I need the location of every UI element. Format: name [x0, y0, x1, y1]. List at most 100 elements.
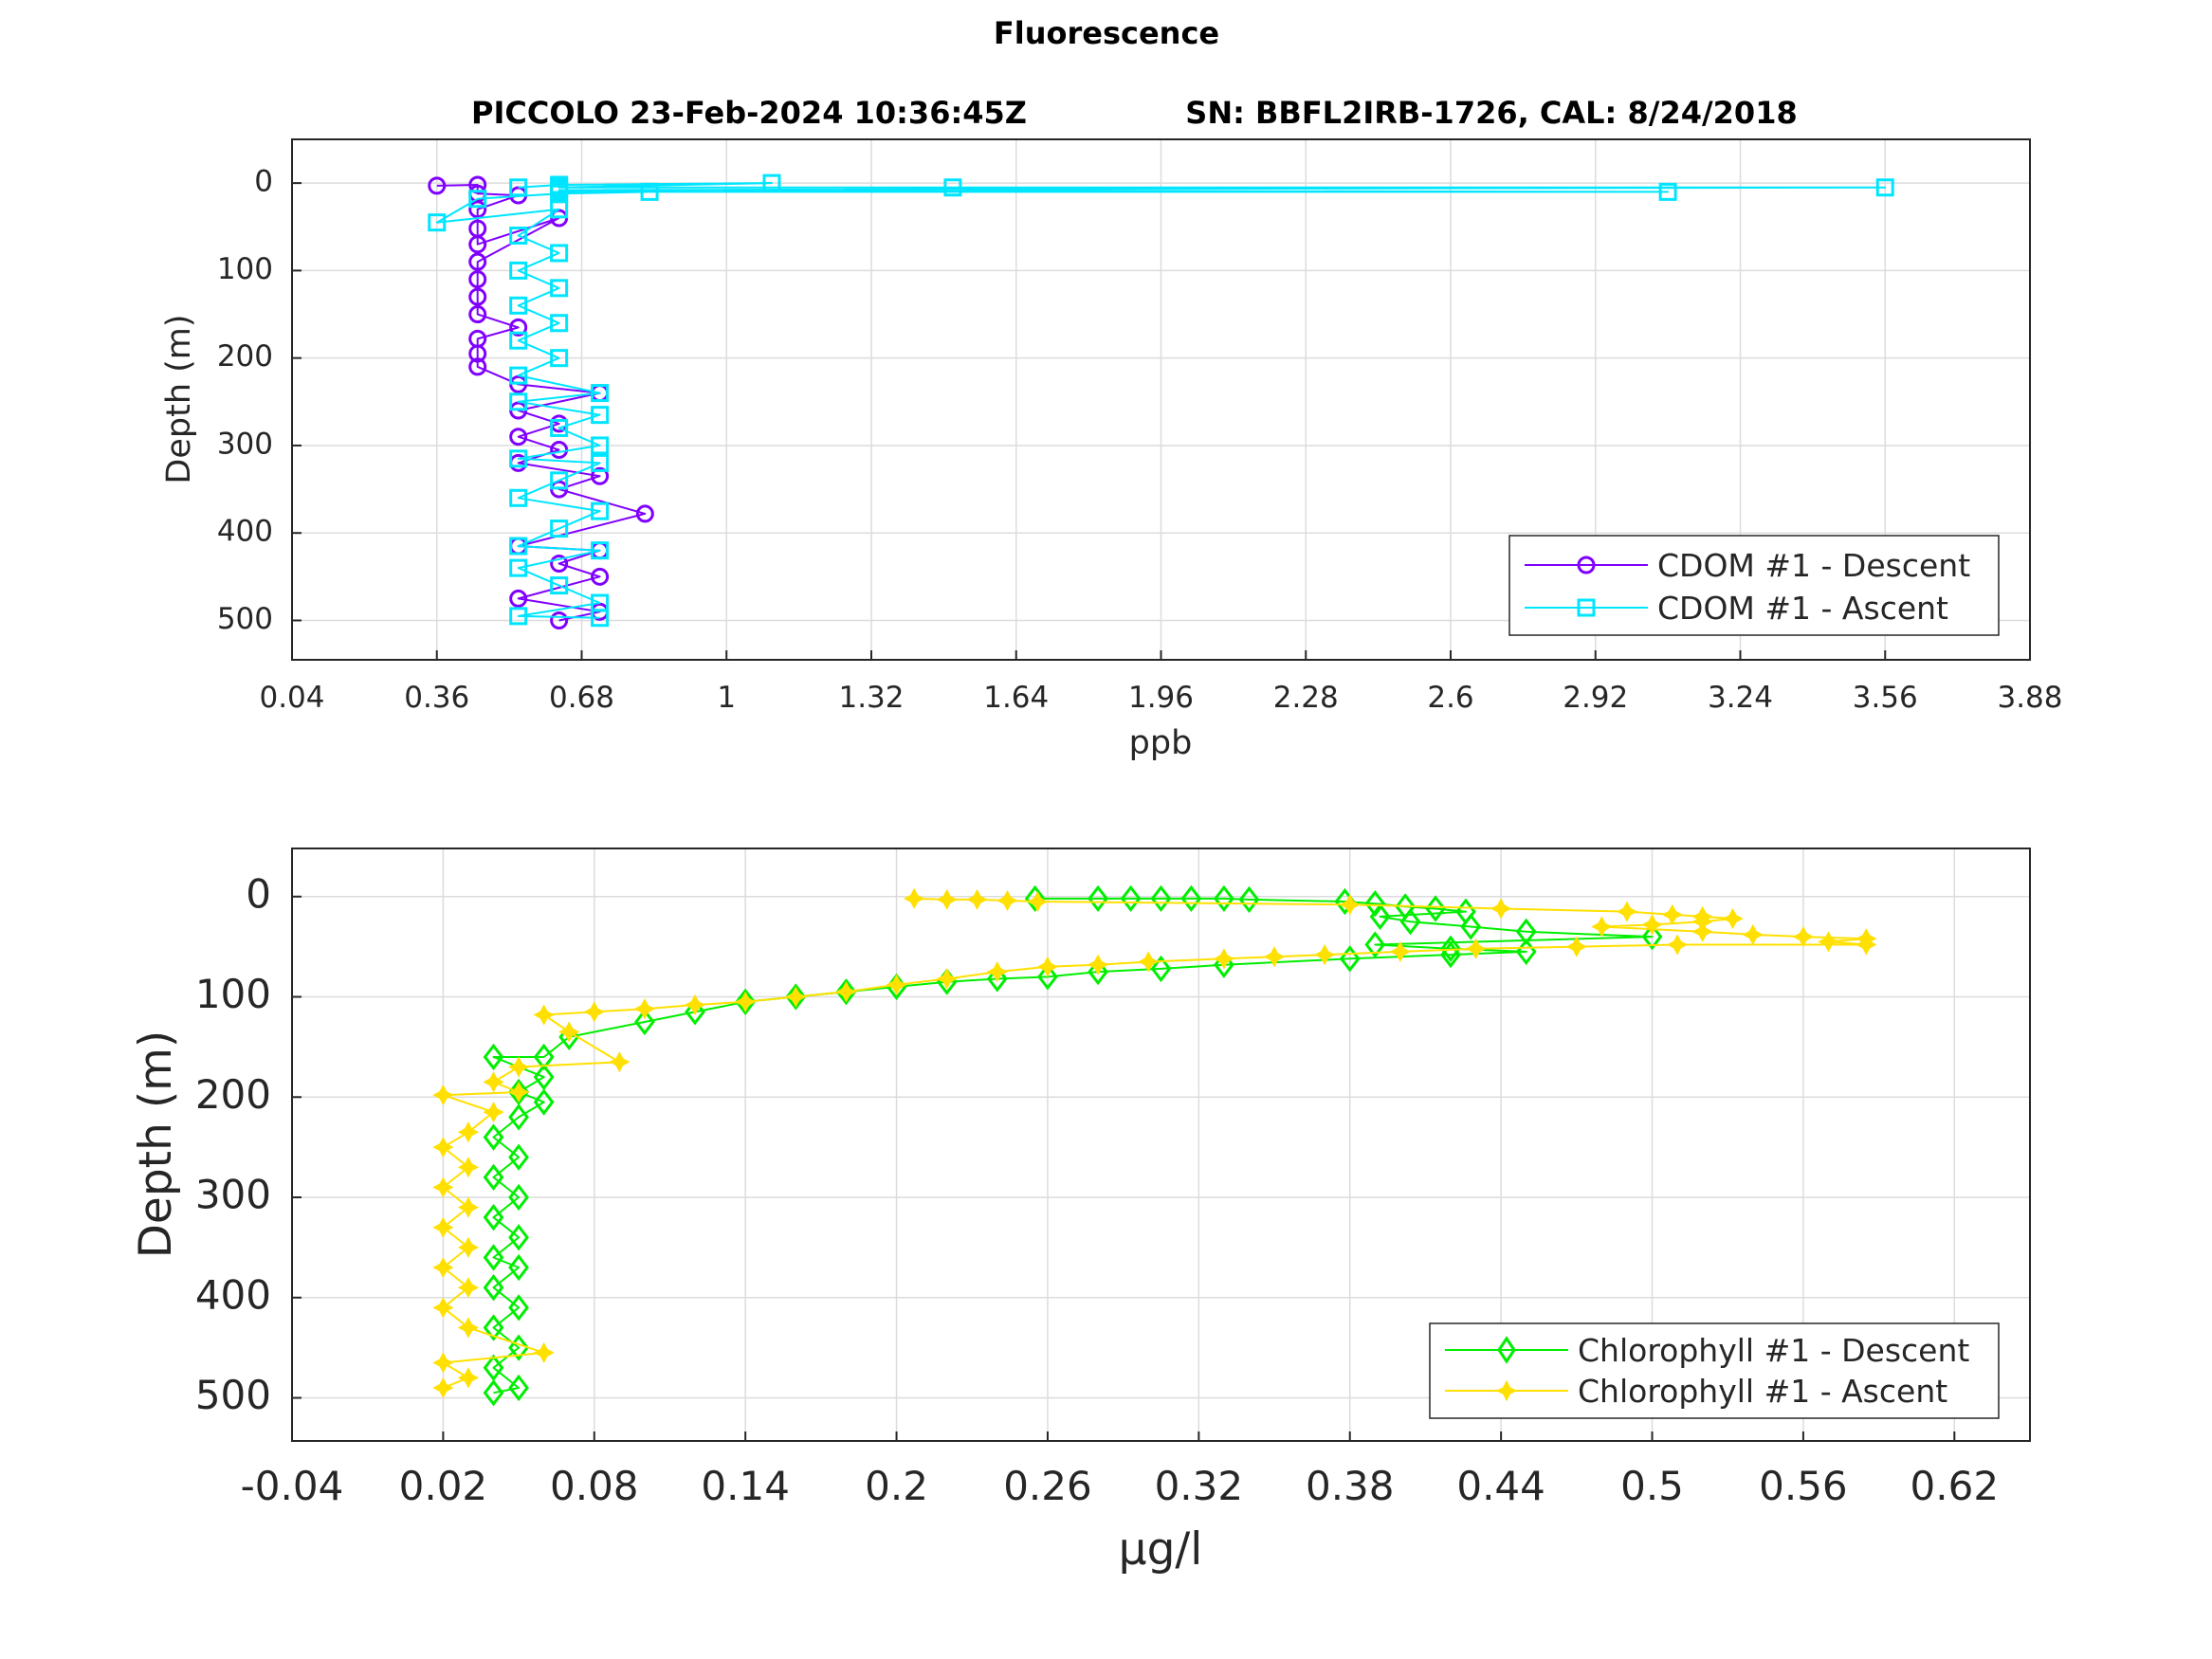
- chlorophyll-series-1-point: [835, 981, 857, 1003]
- cdom-series-0-point: [509, 318, 528, 337]
- cdom-series-1-point: [550, 279, 569, 298]
- chlorophyll-x-tick-label: -0.04: [241, 1463, 344, 1509]
- cdom-series-1-point: [550, 418, 569, 437]
- chlorophyll-series-1-point: [457, 1196, 480, 1218]
- chlorophyll-series-0-point: [483, 1244, 504, 1271]
- cdom-series-1-point: [509, 392, 528, 411]
- chlorophyll-series-1-point: [1465, 938, 1487, 959]
- cdom-series-0-point: [468, 357, 487, 376]
- chlorophyll-series-0-point: [785, 983, 807, 1011]
- cdom-series-0-point: [591, 466, 610, 485]
- chlorophyll-series-1-point: [1641, 914, 1663, 936]
- cdom-series-0-point: [468, 305, 487, 324]
- chlorophyll-series-0-point: [483, 1204, 504, 1231]
- chlorophyll-x-tick-label: 0.38: [1306, 1463, 1395, 1509]
- chlorophyll-series-1-point: [457, 1236, 480, 1259]
- chlorophyll-series-1-point: [457, 1367, 480, 1389]
- cdom-series-0-point: [468, 344, 487, 363]
- chlorophyll-series-1-point: [457, 1317, 480, 1339]
- chlorophyll-series-0-point: [508, 1294, 529, 1322]
- chlorophyll-series-0-point: [1180, 884, 1202, 913]
- chlorophyll-series-1-point: [1027, 890, 1049, 913]
- chlorophyll-axes-box: [291, 848, 2031, 1442]
- cdom-series-1-point: [591, 384, 610, 403]
- cdom-x-tick-label: 1: [717, 681, 736, 715]
- chlorophyll-series-1-point: [432, 1297, 454, 1319]
- chlorophyll-series-0-point: [685, 998, 705, 1026]
- chlorophyll-series-1-point: [684, 994, 706, 1016]
- chlorophyll-series-1-point: [1138, 951, 1160, 973]
- cdom-series-1-point: [1658, 182, 1677, 201]
- chlorophyll-y-tick-label: 200: [195, 1071, 271, 1118]
- chlorophyll-series-1-point: [483, 1071, 504, 1093]
- cdom-series-0-point: [428, 176, 447, 195]
- cdom-series-1-line: [435, 182, 1887, 619]
- chlorophyll-plot-panel: -0.04 0.02 0.08 0.14 0.2 0.26 0.32 0.38 0.44 0.5 0…: [130, 848, 2031, 1576]
- chlorophyll-series-1-point: [507, 1081, 530, 1103]
- chlorophyll-series-1-point: [457, 1277, 480, 1299]
- chlorophyll-series-0-point: [483, 1354, 504, 1381]
- chlorophyll-series-1-point: [633, 998, 656, 1020]
- cdom-y-tick-label: 200: [217, 339, 273, 374]
- chlorophyll-series-0-point: [508, 1334, 529, 1361]
- cdom-series-layer: [428, 173, 1894, 629]
- cdom-series-1-point: [509, 558, 528, 577]
- chlorophyll-series-0-point: [483, 1314, 504, 1341]
- chlorophyll-series-0-point: [1364, 931, 1386, 958]
- chlorophyll-series-1-point: [1792, 925, 1815, 948]
- cdom-y-tick-label: 500: [217, 602, 273, 636]
- chlorophyll-y-tick-label: 300: [195, 1172, 271, 1218]
- chlorophyll-series-1-point: [1213, 948, 1235, 970]
- chlorophyll-series-0-point: [1369, 902, 1391, 931]
- cdom-series-1-point: [762, 173, 781, 192]
- cdom-x-tick-label: 3.88: [1997, 681, 2062, 715]
- chlorophyll-series-0-point: [1460, 913, 1482, 940]
- chlorophyll-series-1-point: [936, 968, 958, 990]
- chlorophyll-series-0-point: [1440, 935, 1461, 962]
- cdom-series-0-point: [468, 287, 487, 306]
- chlorophyll-tick-labels: -0.04 0.02 0.08 0.14 0.2 0.26 0.32 0.38 0.44 0.5 0…: [195, 870, 1999, 1509]
- chlorophyll-series-1-point: [996, 889, 1018, 912]
- cdom-series-0-point: [509, 589, 528, 608]
- cdom-series-1-point: [550, 471, 569, 490]
- chlorophyll-x-tick-label: 0.44: [1456, 1463, 1545, 1509]
- chlorophyll-series-1-point: [904, 887, 925, 909]
- chlorophyll-series-0-point: [835, 978, 857, 1006]
- cdom-x-tick-label: 3.56: [1853, 681, 1918, 715]
- cdom-series-0-point: [591, 567, 610, 586]
- chlorophyll-series-0-point: [1024, 884, 1046, 913]
- cdom-x-tick-label: 0.36: [404, 681, 469, 715]
- cdom-x-tick-label: 2.92: [1563, 681, 1628, 715]
- cdom-series-1-point: [550, 520, 569, 538]
- cdom-series-1-point: [591, 436, 610, 455]
- chlorophyll-y-tick-label: 0: [246, 870, 271, 917]
- chlorophyll-series-1-point: [1339, 894, 1361, 916]
- chlorophyll-series-0-point: [1150, 884, 1172, 913]
- cdom-series-0-point: [509, 428, 528, 447]
- cdom-x-tick-label: 2.28: [1273, 681, 1339, 715]
- chlorophyll-descent-legend-label: Chlorophyll #1 - Descent: [1578, 1332, 1969, 1369]
- chlorophyll-series-1-point: [1818, 931, 1839, 953]
- chlorophyll-y-tick-label: 400: [195, 1271, 271, 1318]
- cdom-series-1-point: [509, 366, 528, 385]
- cdom-series-1-point: [509, 537, 528, 556]
- chlorophyll-series-0-point: [1440, 940, 1461, 969]
- chlorophyll-series-1-point: [609, 1051, 631, 1073]
- chlorophyll-series-0-point: [508, 1183, 529, 1212]
- chlorophyll-descent-legend-marker: [1497, 1336, 1516, 1364]
- cdom-series-1-point: [468, 190, 487, 209]
- cdom-plot-panel: 0.04 0.36 0.68 1 1.32 1.64 1.96 2.28 2.6 2.92 3.24…: [160, 138, 2063, 762]
- figure-subtitle-right: SN: BBFL2IRB-1726, CAL: 8/24/2018: [1185, 95, 1797, 131]
- chlorophyll-x-tick-label: 0.5: [1620, 1463, 1684, 1509]
- cdom-ascent-legend-label: CDOM #1 - Ascent: [1657, 590, 1948, 627]
- chlorophyll-x-axis-label: μg/l: [1119, 1523, 1203, 1576]
- chlorophyll-series-1-point: [432, 1352, 454, 1374]
- cdom-series-1-point: [509, 178, 528, 197]
- cdom-series-0-point: [468, 252, 487, 271]
- cdom-series-0-point: [468, 235, 487, 254]
- chlorophyll-series-1-point: [432, 1176, 454, 1198]
- cdom-series-1-point: [591, 406, 610, 425]
- chlorophyll-series-1-point: [1565, 936, 1587, 957]
- cdom-x-tick-label: 2.6: [1427, 681, 1473, 715]
